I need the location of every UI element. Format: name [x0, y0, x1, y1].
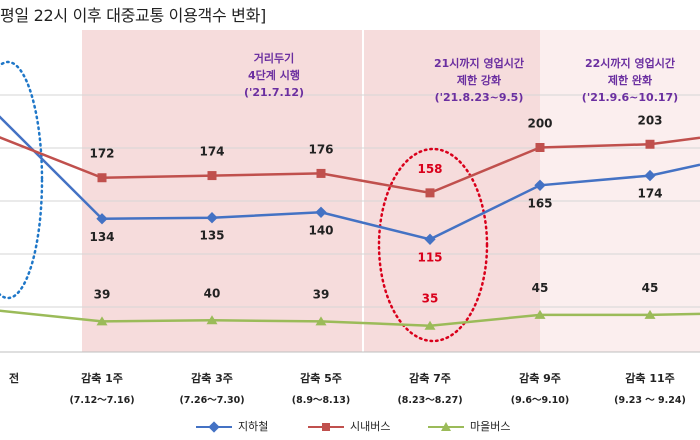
series-line-0 — [0, 115, 700, 241]
data-label: 134 — [89, 230, 114, 244]
chart-title: 평일 22시 이후 대중교통 이용객수 변화] — [0, 6, 266, 25]
data-label: 45 — [642, 281, 659, 295]
data-label: 200 — [527, 117, 552, 131]
data-point-triangle — [206, 315, 218, 325]
data-point-diamond — [424, 233, 436, 245]
data-label: 176 — [308, 142, 333, 156]
data-point-diamond — [644, 169, 656, 182]
band-separator — [362, 30, 364, 352]
data-label: 158 — [417, 162, 442, 176]
band-label-line: 거리두기 — [253, 52, 295, 65]
band-label-line: 제한 완화 — [607, 74, 653, 87]
band-label-21h: 21시까지 영업시간 제한 강화 ('21.8.23~9.5) — [404, 55, 554, 106]
series-line-1 — [0, 136, 700, 195]
data-point-square — [425, 188, 435, 198]
data-label: 39 — [94, 287, 111, 301]
legend-label-city-bus: 시내버스 — [350, 420, 391, 433]
data-label: 115 — [417, 250, 442, 264]
x-tick-dates: (9.6～9.10) — [510, 395, 570, 406]
x-tick-label: 감축 3주 (7.26～7.30) — [179, 370, 244, 406]
band-lockdown-period — [82, 30, 540, 352]
x-tick-dates: (8.23～8.27) — [397, 395, 463, 406]
series-line-2 — [0, 309, 700, 327]
x-tick-dates: (8.9～8.13) — [291, 395, 351, 406]
x-tick-dates: (7.26～7.30) — [179, 395, 245, 406]
x-tick-label: 감축 1주 (7.12～7.16) — [69, 370, 134, 406]
x-tick-week: 감축 7주 — [409, 372, 451, 385]
legend-square-icon — [322, 423, 330, 431]
data-point-square — [316, 168, 326, 178]
x-tick-week: 감축 11주 — [625, 372, 675, 385]
band-label-line: ('21.7.12) — [243, 86, 305, 99]
band-label-line: 21시까지 영업시간 — [434, 57, 524, 70]
data-label: 165 — [527, 196, 552, 210]
band-label-line: 제한 강화 — [456, 74, 502, 87]
legend-triangle-icon — [441, 422, 451, 431]
x-tick-week: 전 — [8, 372, 20, 385]
x-tick-label: 감축 7주 (8.23～8.27) — [397, 370, 462, 406]
legend-markers — [196, 421, 464, 433]
data-point-triangle — [644, 309, 656, 319]
data-point-diamond — [315, 206, 327, 218]
data-point-square — [535, 143, 545, 152]
data-label: 39 — [313, 287, 330, 301]
data-point-triangle — [315, 316, 327, 326]
legend-label-village-bus: 마을버스 — [470, 420, 511, 433]
x-tick-dates: (9.23 ～ 9.24) — [614, 395, 686, 406]
legend-diamond-icon — [208, 421, 220, 433]
x-tick-week: 감축 5주 — [300, 372, 342, 385]
data-label: 35 — [422, 292, 439, 306]
band-label-lockdown: 거리두기 4단계 시행 ('21.7.12) — [212, 50, 336, 101]
data-point-triangle — [96, 316, 108, 326]
highlight-ellipse-week7 — [377, 147, 489, 343]
legend: 지하철 시내버스 마을버스 — [0, 418, 700, 436]
x-tick-label: 감축 5주 (8.9～8.13) — [292, 370, 350, 406]
data-label: 174 — [637, 187, 662, 201]
highlight-ellipse-baseline — [0, 60, 44, 300]
band-label-line: 4단계 시행 — [248, 69, 300, 82]
data-point-square — [645, 139, 655, 149]
legend-label-subway: 지하철 — [238, 420, 269, 433]
data-point-square — [97, 173, 107, 183]
band-label-line: 22시까지 영업시간 — [585, 57, 675, 70]
x-tick-label: 감축 11주 (9.23 ～ 9.24) — [614, 370, 686, 406]
data-label: 135 — [199, 229, 224, 243]
data-label: 45 — [532, 281, 549, 295]
x-tick-label: 전 — [9, 370, 19, 386]
data-label: 174 — [199, 145, 224, 159]
data-label: 40 — [204, 286, 221, 300]
data-label: 172 — [89, 147, 114, 161]
band-label-line: ('21.9.6~10.17) — [581, 91, 679, 104]
x-tick-label: 감축 9주 (9.6～9.10) — [511, 370, 569, 406]
data-point-triangle — [424, 320, 436, 330]
x-tick-dates: (7.12～7.16) — [69, 395, 135, 406]
data-point-diamond — [206, 212, 218, 224]
data-label: 203 — [637, 113, 662, 127]
x-tick-week: 감축 3주 — [191, 372, 233, 385]
x-tick-week: 감축 1주 — [81, 372, 123, 385]
data-label: 140 — [308, 223, 333, 237]
data-point-triangle — [534, 309, 546, 319]
band-relaxed-period — [540, 30, 700, 352]
band-label-line: ('21.8.23~9.5) — [434, 91, 524, 104]
data-point-diamond — [534, 179, 546, 191]
data-point-square — [207, 171, 217, 181]
band-label-22h: 22시까지 영업시간 제한 완화 ('21.9.6~10.17) — [560, 55, 700, 106]
x-tick-week: 감축 9주 — [519, 372, 561, 385]
